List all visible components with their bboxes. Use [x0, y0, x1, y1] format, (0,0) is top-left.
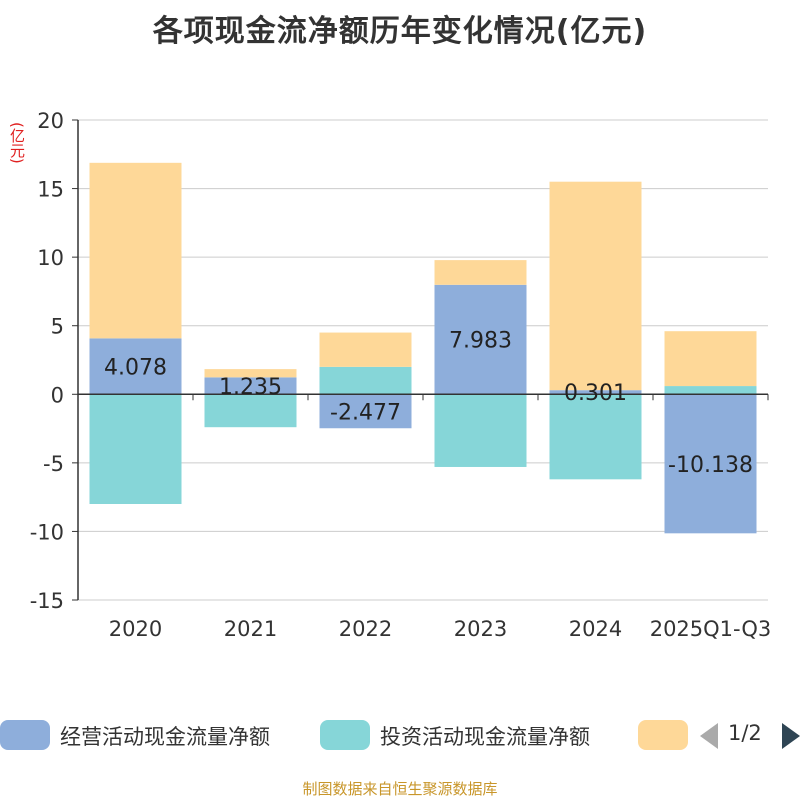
y-tick-label: 5 — [51, 315, 64, 339]
bar-operating-2023[interactable] — [434, 284, 527, 395]
legend-label-investing: 投资活动现金流量净额 — [380, 725, 590, 749]
pager-next-icon[interactable] — [782, 723, 800, 749]
grid-lines — [78, 119, 768, 601]
data-labels: 4.078 1.235 -2.477 7.983 0.301 -10.138 — [104, 329, 753, 478]
y-tick-label: 15 — [37, 178, 64, 202]
data-label-operating: -10.138 — [668, 453, 753, 478]
bar-operating-2021[interactable] — [204, 377, 297, 395]
legend-pager: 1/2 — [700, 716, 800, 756]
bar-investing-2020[interactable] — [89, 394, 182, 504]
legend-item-financing[interactable] — [638, 716, 688, 756]
data-source-note: 制图数据来自恒生聚源数据库 — [302, 780, 498, 798]
axes: 20 15 10 5 0 -5 -10 -15 2020 2021 2022 2023 2024 2025… — [30, 109, 772, 641]
bar-financing-2024[interactable] — [549, 181, 642, 391]
legend-label-operating: 经营活动现金流量净额 — [60, 725, 270, 749]
bar-investing-2022[interactable] — [319, 366, 412, 395]
y-tick-label: 0 — [51, 383, 64, 407]
x-tick-label: 2021 — [224, 617, 277, 641]
x-tick-label: 2025Q1-Q3 — [650, 617, 772, 641]
data-label-operating: 4.078 — [104, 355, 167, 380]
x-tick-label: 2023 — [454, 617, 507, 641]
data-label-operating: 0.301 — [564, 381, 627, 406]
y-tick-label: 10 — [37, 246, 64, 270]
bar-financing-2020[interactable] — [89, 162, 182, 339]
y-axis-unit: (亿元) — [8, 122, 26, 164]
data-label-operating: 1.235 — [219, 375, 282, 400]
legend-item-investing[interactable]: 投资活动现金流量净额 — [320, 716, 630, 756]
bar-investing-2025Q1-Q3[interactable] — [664, 386, 757, 395]
legend: 经营活动现金流量净额 投资活动现金流量净额 1/2 — [0, 716, 800, 756]
bar-financing-2023[interactable] — [434, 260, 527, 285]
bar-operating-2025Q1-Q3[interactable] — [664, 394, 757, 534]
y-tick-label: -15 — [30, 589, 64, 613]
bars — [89, 162, 757, 534]
legend-swatch-investing — [320, 720, 370, 750]
bar-financing-2022[interactable] — [319, 332, 412, 367]
y-tick-label: 20 — [37, 109, 64, 133]
legend-swatch-operating — [0, 720, 50, 750]
bar-investing-2024[interactable] — [549, 394, 642, 480]
pager-page-text: 1/2 — [728, 721, 762, 745]
x-tick-label: 2022 — [339, 617, 392, 641]
legend-item-operating[interactable]: 经营活动现金流量净额 — [0, 716, 300, 756]
bar-investing-2023[interactable] — [434, 394, 527, 467]
chart-title: 各项现金流净额历年变化情况(亿元) — [152, 14, 648, 49]
y-tick-label: -5 — [43, 452, 64, 476]
x-tick-label: 2024 — [569, 617, 622, 641]
x-tick-label: 2020 — [109, 617, 162, 641]
bar-operating-2024[interactable] — [549, 390, 642, 395]
y-tick-label: -10 — [30, 520, 64, 544]
pager-prev-icon[interactable] — [700, 723, 718, 749]
data-label-operating: 7.983 — [449, 329, 512, 354]
bar-operating-2022[interactable] — [319, 394, 412, 429]
bar-investing-2021[interactable] — [204, 394, 297, 428]
bar-operating-2020[interactable] — [89, 338, 182, 395]
data-label-operating: -2.477 — [330, 400, 401, 425]
bar-financing-2021[interactable] — [204, 369, 297, 378]
bar-financing-2025Q1-Q3[interactable] — [664, 331, 757, 387]
legend-swatch-financing — [638, 720, 688, 750]
